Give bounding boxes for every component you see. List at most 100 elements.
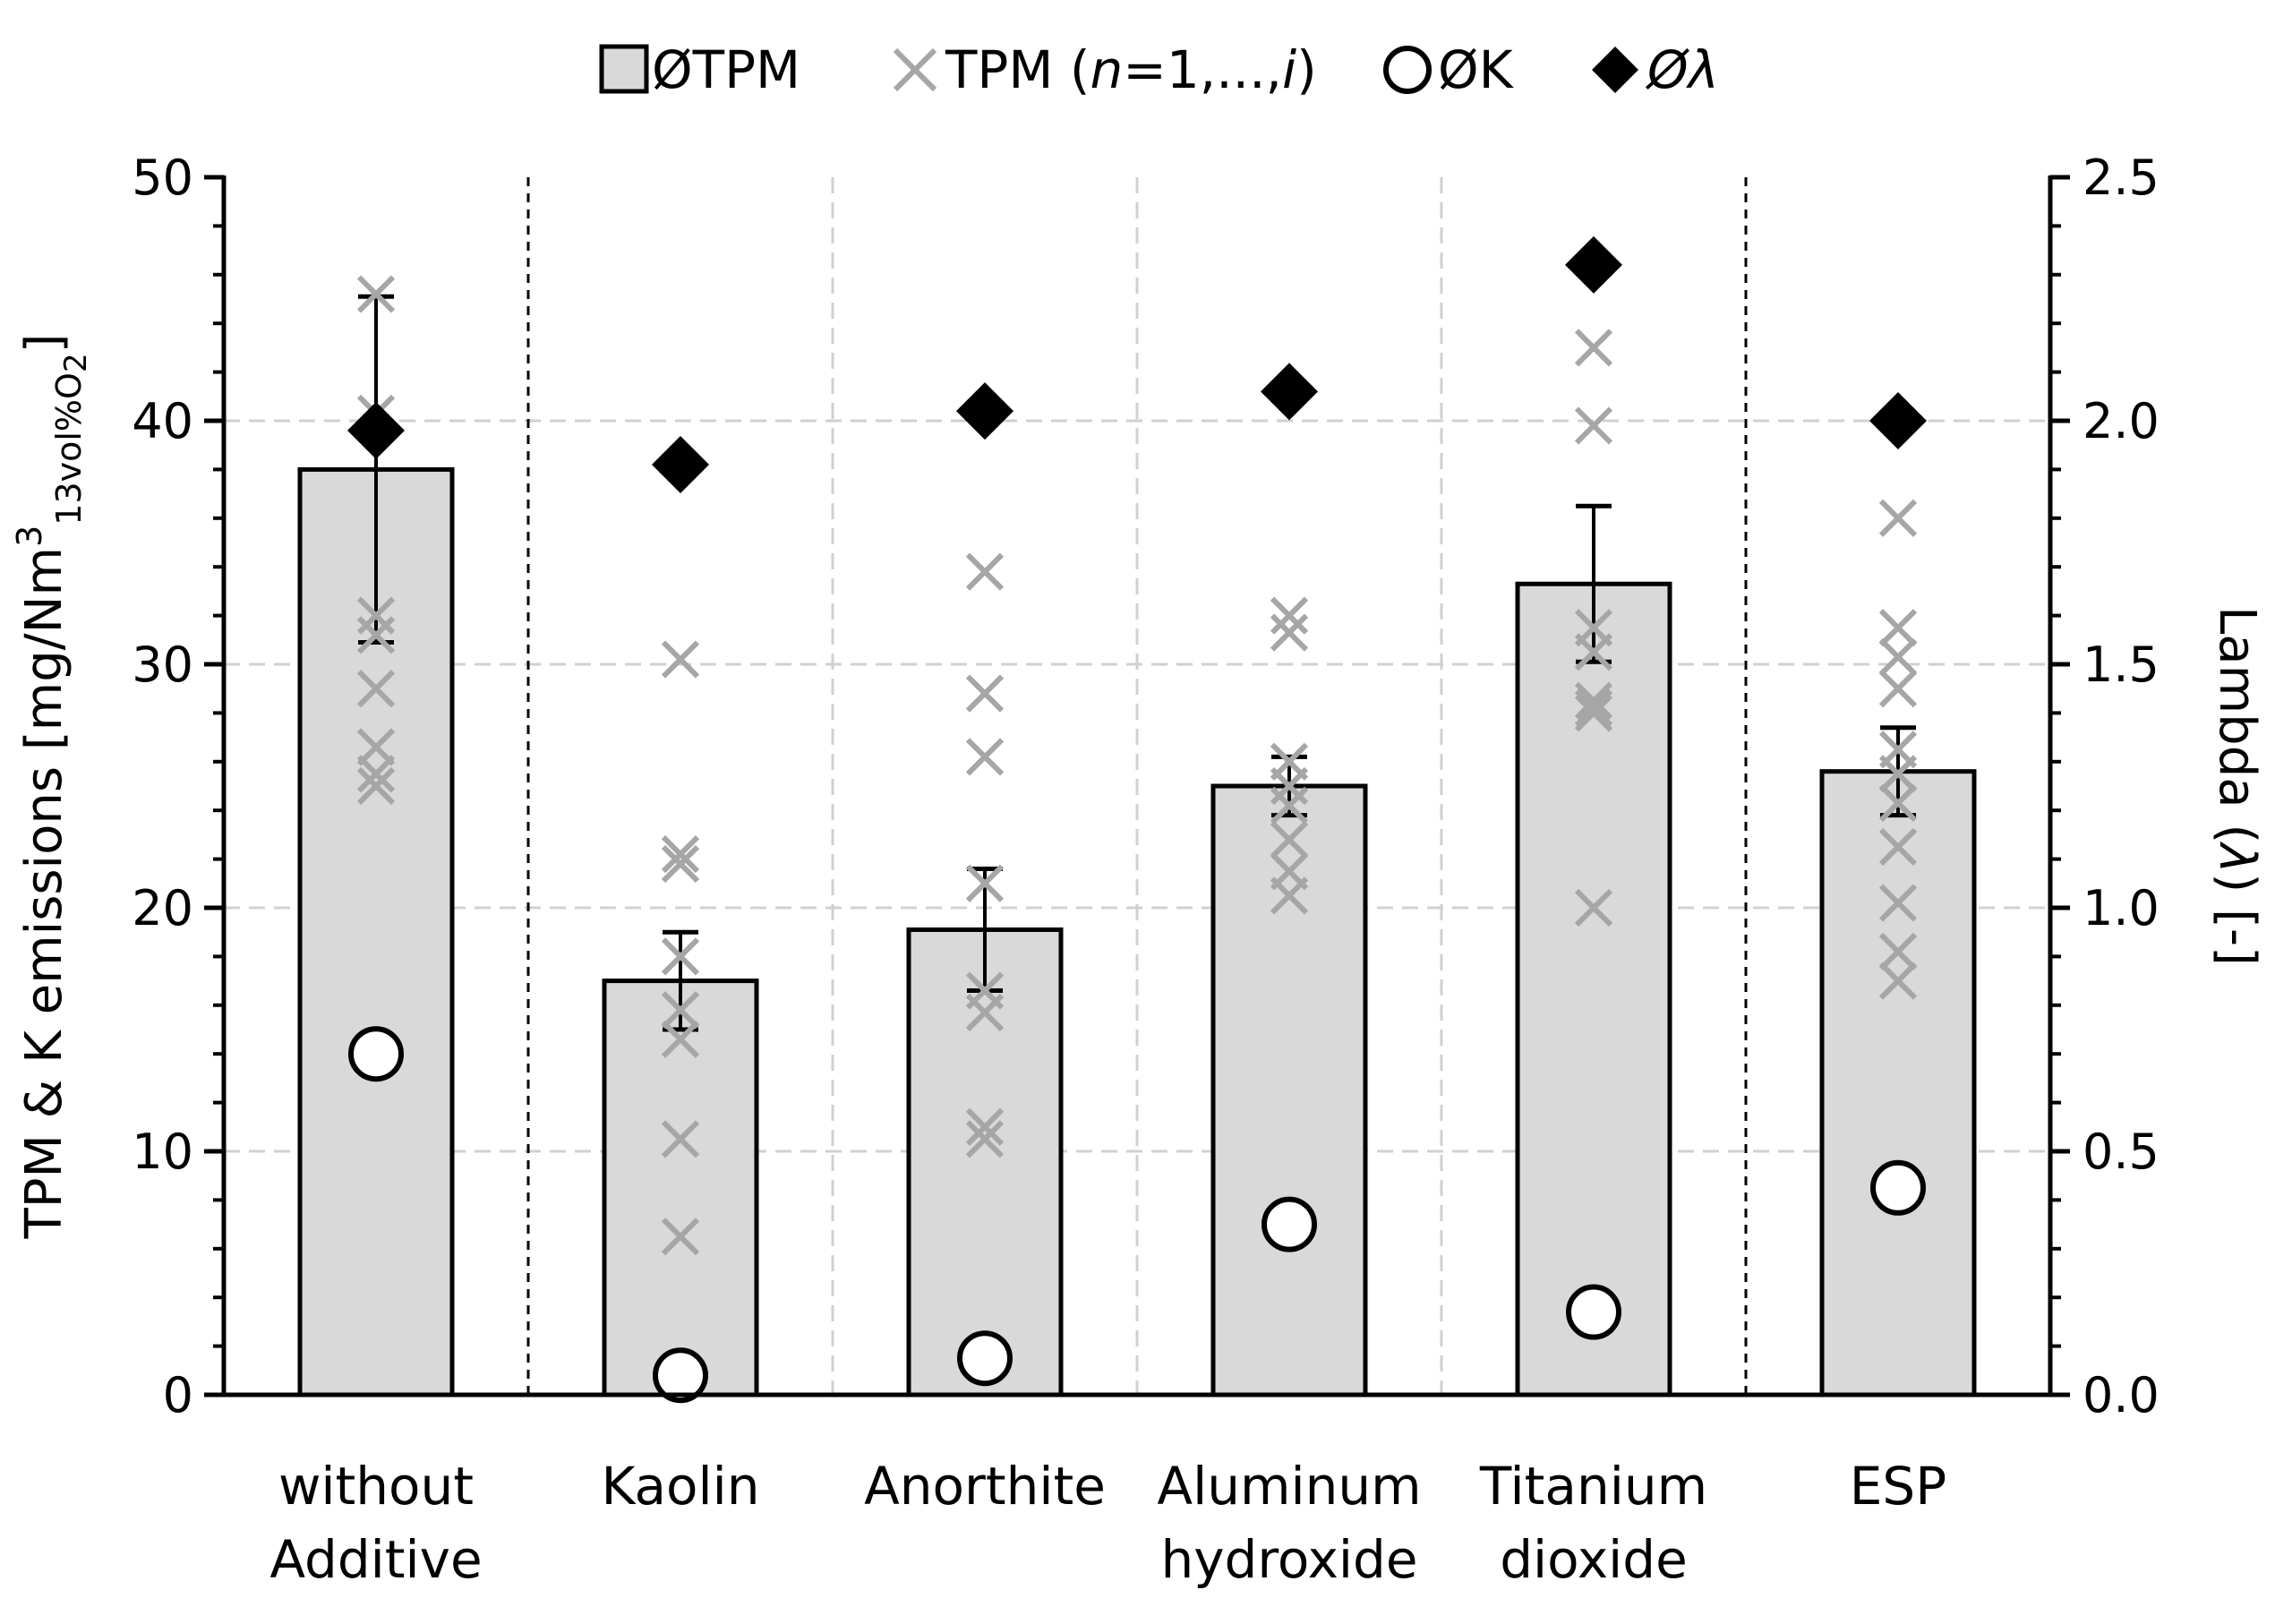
legend: ØTPM TPM (n=1,...,i) ØK Øλ xyxy=(599,39,1719,100)
category-label: without Additive xyxy=(269,1456,482,1590)
k-mean-marker xyxy=(348,1026,404,1082)
tpm-mean-bar xyxy=(1819,769,1977,1397)
y-right-tick-label: 1.0 xyxy=(2083,880,2160,936)
tpm-run-marker xyxy=(1878,499,1918,537)
y-right-tick-label: 1.5 xyxy=(2083,637,2160,693)
tpm-mean-bar xyxy=(1210,783,1368,1397)
legend-swatch-tpm-runs xyxy=(893,47,937,92)
legend-swatch-lambda-mean xyxy=(1592,47,1638,93)
category-label-line: hydroxide xyxy=(1160,1529,1417,1590)
axes: 0 10 20 30 40 50 0.0 0.5 1.0 1.5 2.0 2.5 xyxy=(132,150,2160,1423)
category-labels: without Additive Kaolin Anorthite Aluminum hy… xyxy=(269,1456,1946,1590)
tpm-run-marker xyxy=(1878,783,1918,823)
lambda-mean-marker xyxy=(347,401,405,459)
gridlines xyxy=(224,177,2050,1395)
tpm-run-marker xyxy=(661,1120,700,1158)
tpm-run-marker xyxy=(965,993,1005,1032)
category-label: Aluminum hydroxide xyxy=(1157,1456,1421,1590)
tpm-run-marker xyxy=(1270,786,1309,825)
y-right-tick-label: 2.0 xyxy=(2083,393,2160,449)
y-right-tick-label: 0.0 xyxy=(2083,1367,2160,1423)
category-label-line: Kaolin xyxy=(601,1456,759,1517)
legend-label-lambda-mean: Øλ xyxy=(1646,39,1719,100)
tpm-mean-bar xyxy=(906,927,1064,1397)
tpm-run-marker xyxy=(1878,755,1918,793)
lambda-mean-marker xyxy=(1565,235,1622,294)
tpm-run-marker xyxy=(965,738,1005,776)
tpm-run-markers xyxy=(356,275,1918,1256)
tpm-run-marker xyxy=(661,1218,700,1256)
tpm-run-marker xyxy=(661,835,700,874)
tpm-run-marker xyxy=(965,1120,1005,1158)
y-left-tick-label: 30 xyxy=(132,637,193,693)
tpm-run-marker xyxy=(356,728,396,766)
y-left-tick-label: 20 xyxy=(132,880,193,936)
lambda-mean-marker xyxy=(652,435,709,493)
legend-label-k-mean: ØK xyxy=(1438,39,1515,100)
category-label: Titanium dioxide xyxy=(1479,1456,1707,1590)
y-axis-right-title: Lambda (λ) [-] xyxy=(2208,606,2266,966)
y-right-tick-label: 0.5 xyxy=(2083,1124,2160,1180)
tpm-run-marker xyxy=(1574,633,1613,671)
y-axis-left-title: TPM & K emissions [mg/Nm313vol%O2] xyxy=(10,334,94,1240)
category-label-line: Titanium xyxy=(1479,1456,1707,1517)
tpm-run-marker xyxy=(1270,613,1309,652)
tpm-run-marker xyxy=(1270,820,1309,859)
tpm-run-marker xyxy=(1574,688,1613,728)
tpm-run-marker xyxy=(965,864,1005,902)
tpm-run-marker xyxy=(1878,932,1918,971)
y-left-tick-label: 10 xyxy=(132,1124,193,1180)
tpm-run-marker xyxy=(1878,827,1918,867)
lambda-mean-marker xyxy=(1261,363,1318,421)
tpm-run-marker xyxy=(1270,596,1309,635)
tpm-run-marker xyxy=(356,766,396,806)
tpm-run-marker xyxy=(1270,876,1309,915)
category-label-line: Anorthite xyxy=(864,1456,1106,1517)
category-label-line: Aluminum xyxy=(1157,1456,1421,1517)
category-label-line: without xyxy=(278,1456,474,1517)
tpm-run-marker xyxy=(1574,329,1613,367)
tpm-run-marker xyxy=(1574,406,1613,445)
tpm-run-marker xyxy=(661,844,700,884)
legend-swatch-k-mean xyxy=(1383,46,1432,94)
k-mean-markers xyxy=(348,1026,1926,1404)
y-right-tick-label: 2.5 xyxy=(2083,150,2160,206)
category-label-line: ESP xyxy=(1850,1456,1946,1517)
tpm-run-marker xyxy=(1878,637,1918,676)
tpm-run-marker xyxy=(965,674,1005,713)
tpm-run-marker xyxy=(965,1107,1005,1146)
category-label: Anorthite xyxy=(864,1456,1106,1517)
tpm-run-marker xyxy=(1574,681,1613,720)
y-left-tick-label: 0 xyxy=(163,1367,193,1423)
category-label-line: Additive xyxy=(269,1529,482,1590)
y-left-tick-label: 40 xyxy=(132,393,193,449)
y-left-tick-label: 50 xyxy=(132,150,193,206)
legend-label-tpm-runs: TPM (n=1,...,i) xyxy=(945,39,1317,100)
tpm-mean-bars xyxy=(297,466,1977,1397)
lambda-mean-markers xyxy=(347,235,1927,493)
legend-swatch-tpm-mean xyxy=(599,44,649,94)
tpm-run-marker xyxy=(356,755,396,793)
tpm-run-marker xyxy=(356,275,396,313)
tpm-run-marker xyxy=(661,1020,700,1059)
tpm-run-marker xyxy=(1574,694,1613,732)
tpm-mean-bar xyxy=(602,979,759,1397)
tpm-run-marker xyxy=(1574,888,1613,927)
tpm-run-marker xyxy=(661,991,700,1030)
category-label: Kaolin xyxy=(601,1456,759,1517)
tpm-run-marker xyxy=(1878,884,1918,922)
tpm-run-marker xyxy=(356,616,396,654)
category-label-line: dioxide xyxy=(1500,1529,1688,1590)
k-mean-marker xyxy=(1262,1196,1317,1252)
k-mean-marker xyxy=(1870,1159,1926,1216)
tpm-run-marker xyxy=(1878,962,1918,1000)
legend-label-tpm-mean: ØTPM xyxy=(652,39,800,100)
tpm-run-marker xyxy=(965,552,1005,591)
k-mean-marker xyxy=(1566,1284,1621,1340)
k-mean-marker xyxy=(653,1347,708,1404)
k-mean-marker xyxy=(957,1330,1013,1387)
lambda-mean-marker xyxy=(956,382,1013,440)
category-label: ESP xyxy=(1850,1456,1946,1517)
lambda-mean-marker xyxy=(1869,392,1927,449)
